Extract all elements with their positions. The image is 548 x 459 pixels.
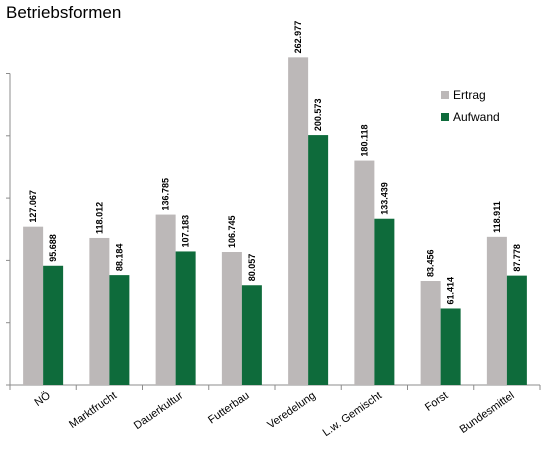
data-label: 118.012	[94, 202, 104, 234]
bar-ertrag-4	[221, 251, 242, 385]
x-tick-label: Dauerkultur	[132, 389, 186, 432]
bar-ertrag-3	[155, 214, 176, 385]
bars	[23, 57, 527, 385]
x-tick-label: Marktfrucht	[67, 390, 119, 431]
data-label: 180.118	[359, 125, 369, 157]
x-tick-label: Futterbau	[206, 390, 251, 427]
x-tick-label: NÖ	[32, 389, 53, 409]
bar-aufwand-7	[440, 308, 461, 385]
bar-aufwand-6	[374, 218, 395, 385]
bar-aufwand-5	[308, 135, 329, 385]
data-label: 87.778	[512, 244, 522, 272]
data-label: 88.184	[114, 244, 124, 272]
data-label: 200.573	[313, 99, 323, 132]
data-label: 118.911	[492, 201, 502, 233]
x-tick-label: L.w. Gemischt	[321, 390, 384, 439]
legend: Ertrag Aufwand	[441, 88, 500, 124]
bar-ertrag-5	[288, 57, 309, 385]
bar-ertrag-6	[354, 160, 375, 385]
data-label: 95.688	[48, 234, 58, 262]
data-label: 133.439	[379, 182, 389, 215]
data-label: 106.745	[227, 215, 237, 248]
chart-title: Betriebsformen	[6, 3, 121, 22]
legend-label-aufwand: Aufwand	[453, 110, 500, 124]
data-label: 61.414	[446, 277, 456, 305]
data-label: 107.183	[181, 215, 191, 248]
legend-swatch-ertrag	[441, 91, 449, 99]
bar-ertrag-7	[420, 281, 441, 385]
legend-swatch-aufwand	[441, 113, 449, 121]
data-label: 83.456	[426, 249, 436, 277]
bar-ertrag-2	[89, 237, 110, 385]
bar-aufwand-4	[241, 285, 262, 385]
data-label: 80.057	[247, 254, 257, 282]
data-label: 136.785	[161, 178, 171, 211]
value-labels: 127.067 95.688 118.012 88.184 136.785 107.183…	[28, 21, 522, 305]
x-tick-label: Forst	[423, 390, 450, 414]
x-tick-labels: NÖ Marktfrucht Dauerkultur Futterbau Veredel…	[32, 389, 516, 439]
bar-aufwand-1	[43, 265, 64, 385]
bar-ertrag-8	[486, 236, 507, 385]
data-label: 127.067	[28, 190, 38, 223]
x-tick-label: Bundesmittel	[458, 390, 517, 436]
bar-ertrag-1	[23, 226, 44, 385]
x-tick-label: Veredelung	[265, 390, 317, 432]
bar-aufwand-8	[506, 275, 527, 385]
legend-label-ertrag: Ertrag	[453, 88, 486, 102]
bar-aufwand-3	[175, 251, 196, 385]
bar-aufwand-2	[109, 275, 130, 385]
data-label: 262.977	[293, 21, 303, 54]
